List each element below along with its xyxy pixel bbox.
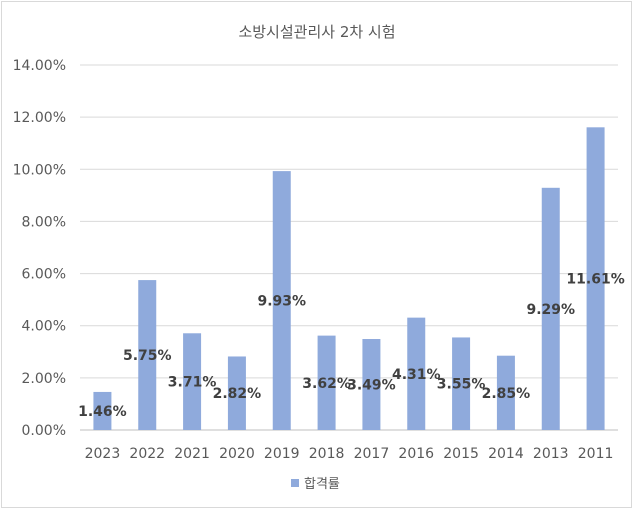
data-label: 2.82% — [213, 386, 262, 402]
chart-title: 소방시설관리사 2차 시험 — [238, 23, 395, 41]
bar — [362, 339, 381, 430]
bar — [183, 333, 202, 430]
x-tick-label: 2019 — [264, 446, 300, 462]
gridlines — [80, 64, 618, 431]
data-label: 3.55% — [437, 377, 486, 393]
y-tick-label: 0.00% — [22, 423, 66, 439]
bar — [452, 337, 471, 430]
bar — [272, 171, 291, 430]
bar — [138, 280, 157, 430]
legend: 합격률 — [291, 477, 340, 492]
y-tick-label: 14.00% — [13, 58, 66, 74]
data-label: 1.46% — [78, 404, 127, 420]
bar — [317, 335, 336, 430]
x-tick-label: 2014 — [488, 446, 524, 462]
data-label: 9.93% — [257, 294, 306, 310]
bar — [496, 355, 515, 430]
bar — [227, 356, 246, 430]
x-tick-label: 2022 — [129, 446, 165, 462]
x-tick-label: 2015 — [443, 446, 479, 462]
y-tick-label: 8.00% — [22, 214, 66, 230]
data-label: 5.75% — [123, 348, 172, 364]
y-tick-label: 10.00% — [13, 162, 66, 178]
data-label: 11.61% — [566, 272, 624, 288]
x-tick-label: 2021 — [174, 446, 210, 462]
data-label: 3.49% — [347, 378, 396, 394]
data-labels: 1.46% 5.75% 3.71%2.82% 9.93% 3.62%3.49%4.31%… — [78, 272, 625, 420]
data-label: 2.85% — [482, 386, 531, 402]
y-tick-label: 12.00% — [13, 110, 66, 126]
data-label: 9.29% — [526, 302, 575, 318]
bar — [93, 391, 112, 430]
data-label: 3.71% — [168, 375, 217, 391]
y-tick-label: 6.00% — [22, 267, 66, 283]
legend-label: 합격률 — [304, 477, 340, 492]
y-tick-label: 4.00% — [22, 319, 66, 335]
x-tick-label: 2018 — [309, 446, 345, 462]
y-tick-label: 2.00% — [22, 371, 66, 387]
bar — [586, 127, 605, 430]
bar — [541, 187, 560, 430]
x-tick-label: 2023 — [85, 446, 121, 462]
x-axis: 2023 2022 2021 2020 2019 2018 2017 2016 2015 2014… — [85, 446, 614, 462]
x-tick-label: 2020 — [219, 446, 255, 462]
data-label: 4.31% — [392, 367, 441, 383]
x-tick-label: 2017 — [354, 446, 390, 462]
x-tick-label: 2013 — [533, 446, 569, 462]
bar — [407, 317, 426, 430]
y-axis: 0.00% 2.00% 4.00% 6.00% 8.00% 10.00% 12.00% 14.… — [13, 58, 66, 439]
legend-swatch — [291, 479, 299, 487]
x-tick-label: 2011 — [578, 446, 614, 462]
x-tick-label: 2016 — [398, 446, 434, 462]
bars — [93, 127, 605, 430]
data-label: 3.62% — [302, 376, 351, 392]
